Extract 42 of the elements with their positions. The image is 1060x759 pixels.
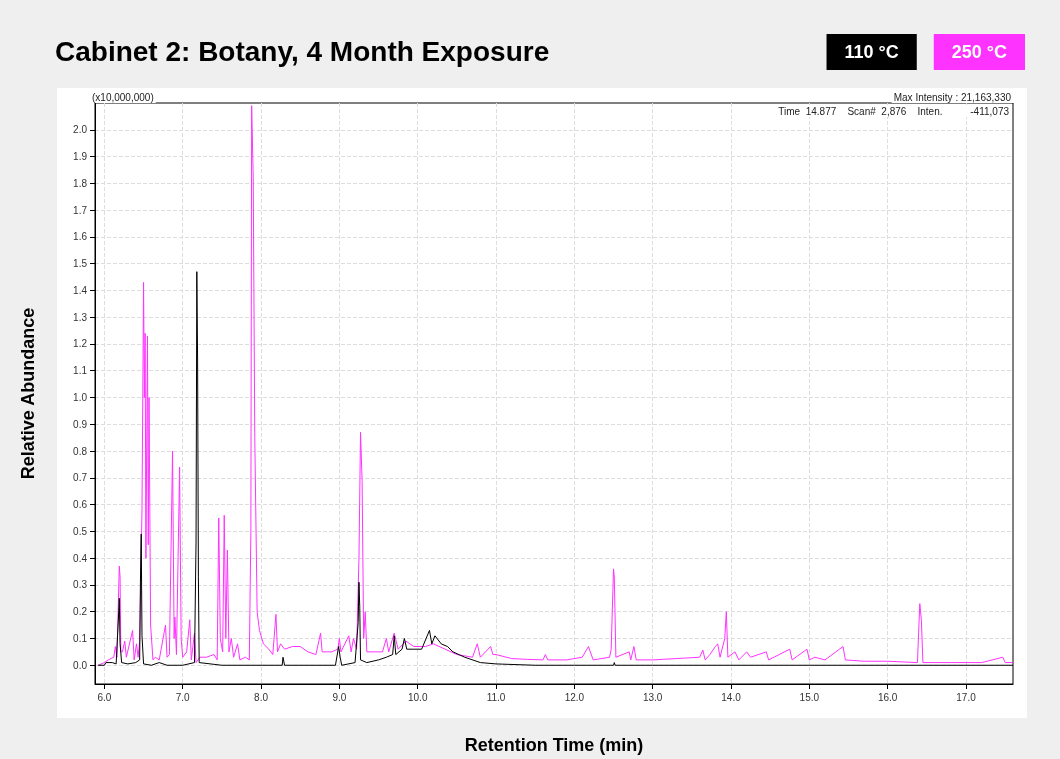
y-tick-label: 0.4	[73, 552, 88, 564]
text: 110 °C	[844, 42, 899, 62]
x-tick-label: 13.0	[642, 691, 663, 703]
y-tick-label: 1.9	[73, 151, 88, 163]
x-tick-label: 9.0	[332, 691, 347, 703]
x-tick-label: 15.0	[799, 691, 820, 703]
chart-title: Cabinet 2: Botany, 4 Month Exposure	[55, 35, 550, 67]
y-tick-label: 1.7	[73, 204, 88, 216]
y-tick-label: 1.6	[73, 231, 88, 243]
y-tick-label: 2.0	[73, 124, 88, 136]
text: Max Intensity : 21,163,330	[893, 91, 1012, 103]
line-series	[97, 105, 1014, 666]
text: 250 °C	[951, 42, 1007, 62]
y-tick-label: 1.3	[73, 311, 88, 323]
text: (x10,000,000)	[92, 91, 154, 103]
y-tick-label: 0.5	[73, 525, 88, 537]
x-tick-label: 14.0	[721, 691, 742, 703]
annotation: Time 14.877 Scan# 2,876 Inten. -411,073	[778, 105, 1010, 117]
y-tick-label: 1.0	[73, 392, 88, 404]
y-tick-label: 0.2	[73, 606, 88, 618]
y-tick-label: 0.3	[73, 579, 88, 591]
x-tick-label: 7.0	[175, 691, 191, 703]
y-tick-label: 1.8	[73, 177, 88, 189]
y-tick-label: 0.8	[73, 445, 88, 457]
x-tick-label: 8.0	[254, 691, 269, 703]
x-tick-label: 12.0	[564, 691, 585, 703]
x-tick-label: 16.0	[877, 691, 898, 703]
y-tick-label: 0.6	[73, 499, 88, 511]
y-tick-label: 1.4	[73, 284, 88, 296]
y-tick-label: 0.9	[73, 418, 88, 430]
y-tick-label: 0.1	[73, 632, 88, 644]
x-tick-label: 11.0	[486, 691, 506, 703]
y-tick-label: 0.7	[73, 472, 88, 484]
y-axis-title: Relative Abundance	[18, 307, 38, 480]
y-tick-label: 1.1	[73, 365, 88, 377]
x-axis-title: Retention Time (min)	[464, 735, 644, 755]
x-tick-label: 10.0	[407, 691, 428, 703]
x-tick-label: 6.0	[97, 691, 112, 703]
y-tick-label: 1.2	[73, 338, 88, 350]
x-tick-label: 17.0	[956, 691, 977, 703]
y-tick-label: 1.5	[73, 258, 88, 270]
y-tick-label: 0.0	[73, 659, 88, 671]
